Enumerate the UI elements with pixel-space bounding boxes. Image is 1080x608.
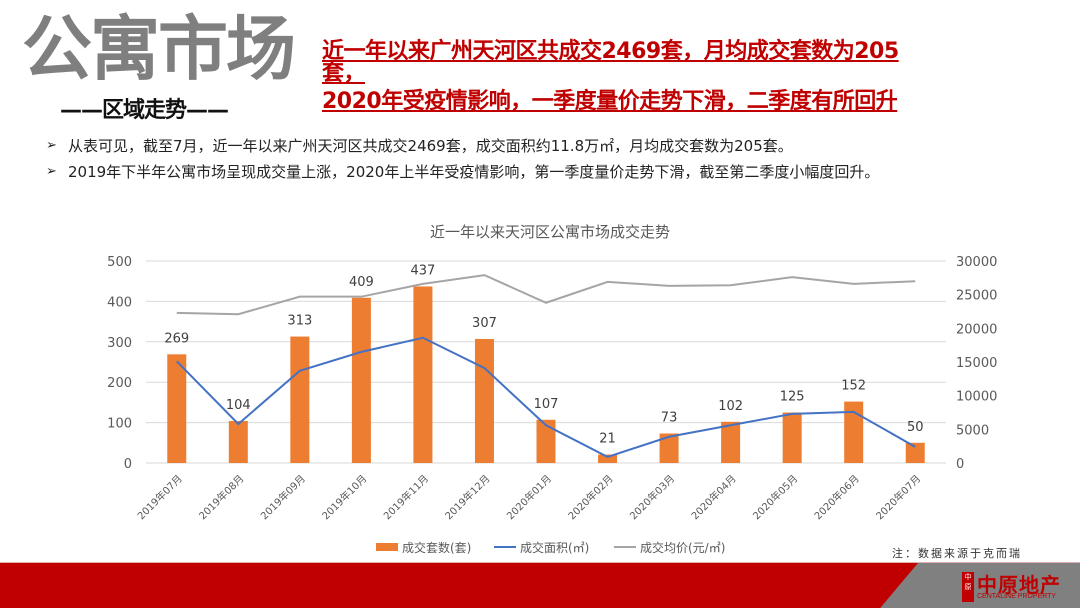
bar xyxy=(413,286,433,463)
legend-label: 成交均价(元/㎡) xyxy=(640,540,725,555)
y-left-tick: 300 xyxy=(107,336,132,351)
y-right-tick: 0 xyxy=(956,457,964,472)
bar-data-label: 313 xyxy=(287,314,312,329)
legend-bar-swatch-icon xyxy=(376,543,398,551)
y-right-tick: 30000 xyxy=(956,255,997,270)
x-tick-label: 2020年07月 xyxy=(873,472,923,522)
series-line xyxy=(176,274,916,316)
bar-data-label: 269 xyxy=(164,331,189,346)
bar-data-label: 152 xyxy=(841,379,866,394)
bar-data-label: 125 xyxy=(780,390,805,405)
bar xyxy=(536,419,556,463)
y-left-tick: 200 xyxy=(107,376,132,391)
x-tick-label: 2020年02月 xyxy=(565,472,615,522)
bullet-item: ➢ 2019年下半年公寓市场呈现成交量上涨，2020年上半年受疫情影响，第一季度… xyxy=(46,160,1026,184)
y-left-tick: 500 xyxy=(107,255,132,270)
bar-data-label: 437 xyxy=(411,263,436,278)
headline: 近一年以来广州天河区共成交2469套，月均成交套数为205 套， 2020年受疫… xyxy=(322,35,1062,119)
y-left-tick: 100 xyxy=(107,417,132,432)
bullet-text: 2019年下半年公寓市场呈现成交量上涨，2020年上半年受疫情影响，第一季度量价… xyxy=(68,163,880,181)
bar-data-label: 102 xyxy=(718,399,743,414)
arrow-bullet-icon: ➢ xyxy=(46,138,57,153)
logo-en-text: CENTALINE PROPERTY xyxy=(977,593,1057,600)
y-right-tick: 25000 xyxy=(956,289,997,304)
x-tick-label: 2019年07月 xyxy=(135,472,185,522)
combo-chart: 近一年以来天河区公寓市场成交走势 0 100 200 300 400 500 0 5000 10… xyxy=(0,215,1080,565)
logo-badge-icon: 中原 xyxy=(962,572,974,602)
bar-data-label: 50 xyxy=(907,420,924,435)
page-subtitle: ——区域走势—— xyxy=(60,98,229,123)
bullet-text: 从表可见，截至7月，近一年以来广州天河区共成交2469套，成交面积约11.8万㎡… xyxy=(68,137,793,155)
bullet-list: ➢ 从表可见，截至7月，近一年以来广州天河区共成交2469套，成交面积约11.8… xyxy=(46,134,1026,184)
bar xyxy=(351,297,371,463)
logo-cn-text: 中原地产 xyxy=(977,573,1061,597)
x-tick-label: 2020年05月 xyxy=(750,472,800,522)
headline-line: 2020年受疫情影响，一季度量价走势下滑，二季度有所回升 xyxy=(322,89,898,114)
x-tick-label: 2019年08月 xyxy=(196,472,246,522)
bar xyxy=(782,412,802,463)
bar-data-label: 409 xyxy=(349,275,374,290)
x-tick-label: 2020年04月 xyxy=(688,472,738,522)
x-tick-label: 2020年06月 xyxy=(811,472,861,522)
chart-title: 近一年以来天河区公寓市场成交走势 xyxy=(429,223,670,241)
x-tick-label: 2020年01月 xyxy=(504,472,554,522)
bar xyxy=(290,336,310,463)
bar-data-label: 107 xyxy=(534,397,559,412)
arrow-bullet-icon: ➢ xyxy=(46,164,57,179)
footer-grey-band xyxy=(880,563,1080,608)
bullet-item: ➢ 从表可见，截至7月，近一年以来广州天河区共成交2469套，成交面积约11.8… xyxy=(46,134,1026,158)
x-tick-label: 2019年12月 xyxy=(442,472,492,522)
y-right-tick: 5000 xyxy=(956,423,989,438)
bar-data-label: 307 xyxy=(472,316,497,331)
bar xyxy=(721,421,741,463)
bar-data-label: 104 xyxy=(226,398,251,413)
source-note: 注：数据来源于克而瑞 xyxy=(892,547,1022,560)
bar xyxy=(844,401,864,463)
bar xyxy=(905,442,925,463)
bar xyxy=(228,420,248,463)
bar xyxy=(167,354,187,463)
y-left-tick: 0 xyxy=(124,457,132,472)
bar-data-label: 73 xyxy=(661,411,678,426)
x-tick-label: 2020年03月 xyxy=(627,472,677,522)
x-tick-label: 2019年09月 xyxy=(258,472,308,522)
y-right-tick: 20000 xyxy=(956,322,997,337)
series-line xyxy=(176,336,916,459)
bar xyxy=(659,433,679,463)
y-right-tick: 10000 xyxy=(956,390,997,405)
bar xyxy=(598,454,618,463)
page-title: 公寓市场 xyxy=(22,8,296,90)
x-tick-label: 2019年10月 xyxy=(319,472,369,522)
bar xyxy=(474,338,494,463)
chart-plot: 0100200300400500050001000015000200002500… xyxy=(107,255,997,555)
headline-line: 近一年以来广州天河区共成交2469套，月均成交套数为205 xyxy=(322,39,899,64)
legend-label: 成交面积(㎡) xyxy=(520,540,589,555)
bar-data-label: 21 xyxy=(599,432,616,447)
headline-line: 套， xyxy=(322,61,366,86)
x-tick-label: 2019年11月 xyxy=(381,472,431,522)
legend-label: 成交套数(套) xyxy=(402,540,471,555)
y-left-tick: 400 xyxy=(107,295,132,310)
y-right-tick: 15000 xyxy=(956,356,997,371)
centaline-logo: 中原 中原地产 CENTALINE PROPERTY xyxy=(962,570,1074,604)
